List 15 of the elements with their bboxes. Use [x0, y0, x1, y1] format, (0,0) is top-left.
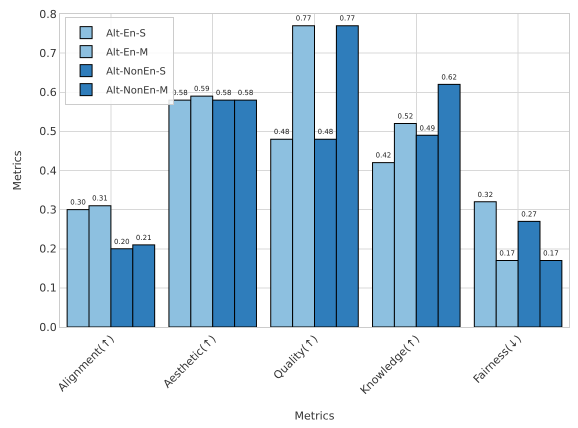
legend-label: Alt-En-M [106, 48, 148, 59]
y-tick-label: 0.0 [39, 320, 57, 334]
y-tick-label: 0.1 [39, 282, 57, 295]
y-tick-label: 0.4 [39, 164, 57, 178]
legend-label: Alt-NonEn-M [106, 86, 168, 97]
x-axis-title: Metrics [294, 409, 335, 422]
legend-label: Alt-NonEn-S [106, 66, 166, 78]
legend-label: Alt-En-S [106, 28, 146, 40]
y-tick-label: 0.2 [39, 242, 57, 256]
y-tick-label: 0.5 [39, 125, 57, 138]
y-axis-title: Metrics [10, 150, 24, 190]
y-tick-label: 0.8 [39, 8, 57, 21]
y-tick-label: 0.7 [39, 46, 57, 60]
y-tick-label: 0.6 [39, 86, 57, 100]
y-tick-label: 0.3 [39, 203, 57, 216]
